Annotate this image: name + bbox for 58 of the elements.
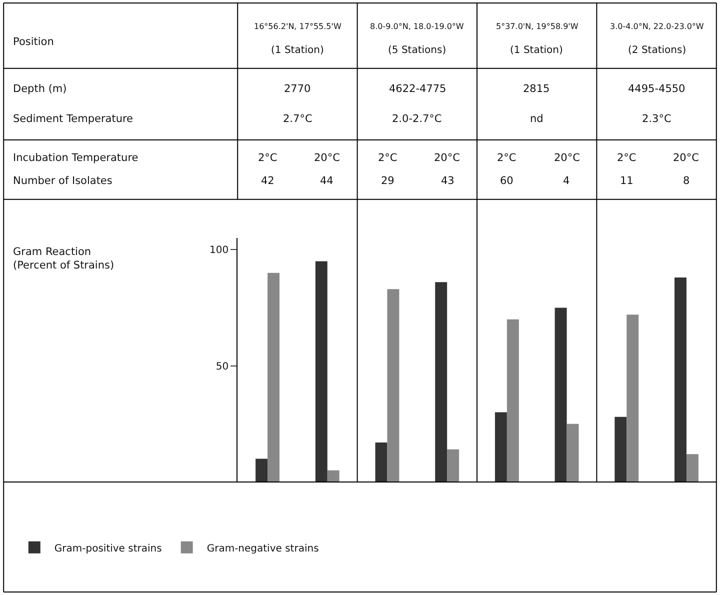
text: 42 (261, 175, 274, 187)
bar (315, 261, 328, 482)
bar (256, 458, 268, 482)
text: (5 Stations) (388, 45, 446, 56)
text: Gram Reaction (Percent of Strains) (13, 246, 114, 272)
text: 2.3°C (642, 113, 672, 125)
x-tick-label: 2°C (617, 152, 636, 164)
bar (614, 416, 627, 482)
bar (506, 319, 519, 482)
bar (686, 454, 698, 482)
text: 2770 (284, 83, 311, 95)
text: 43 (441, 175, 454, 187)
bar (375, 442, 388, 482)
bar (447, 449, 460, 482)
legend-label: Gram-negative strains (206, 543, 319, 554)
text: 2.7°C (283, 113, 312, 125)
text: Position (13, 36, 54, 48)
text: 4 (563, 175, 570, 187)
text: Sediment Temperature (13, 113, 134, 125)
text: Incubation Temperature (13, 152, 138, 164)
text: 8.0-9.0°N, 18.0-19.0°W (370, 22, 464, 31)
x-tick-label: 2°C (378, 152, 398, 164)
text: 44 (320, 175, 334, 187)
text: 11 (620, 175, 634, 187)
legend-label: Gram-positive strains (54, 543, 162, 554)
bar (554, 308, 567, 482)
y-tick-label: 100 (210, 245, 229, 256)
x-tick-label: 20°C (673, 152, 699, 164)
text: 16°56.2'N, 17°55.5'W (254, 22, 342, 31)
bar (435, 282, 448, 482)
x-tick-label: 2°C (497, 152, 516, 164)
text: Depth (m) (13, 83, 67, 95)
text: nd (530, 113, 544, 125)
bar (494, 412, 507, 482)
x-tick-label: 20°C (554, 152, 580, 164)
bar (626, 314, 639, 482)
bar (268, 272, 280, 482)
text: 4622-4775 (389, 83, 446, 95)
text: 60 (500, 175, 514, 187)
text: 2815 (523, 83, 550, 95)
bar (327, 470, 340, 482)
text: (2 Stations) (628, 45, 686, 56)
text: 8 (683, 175, 690, 187)
text: (1 Station) (271, 45, 324, 56)
text: 29 (381, 175, 394, 187)
text: (1 Station) (510, 45, 563, 56)
x-tick-label: 20°C (434, 152, 460, 164)
x-tick-label: 2°C (258, 152, 278, 164)
text: Number of Isolates (13, 175, 112, 187)
text: 5°37.0'N, 19°58.9'W (496, 22, 578, 31)
bar (674, 278, 686, 482)
x-tick-label: 20°C (314, 152, 340, 164)
bar (387, 289, 400, 482)
text: 2.0-2.7°C (392, 113, 442, 125)
text: 4495-4550 (628, 83, 686, 95)
text: 3.0-4.0°N, 22.0-23.0°W (610, 22, 704, 31)
y-tick-label: 50 (216, 361, 229, 372)
bar (566, 424, 579, 482)
